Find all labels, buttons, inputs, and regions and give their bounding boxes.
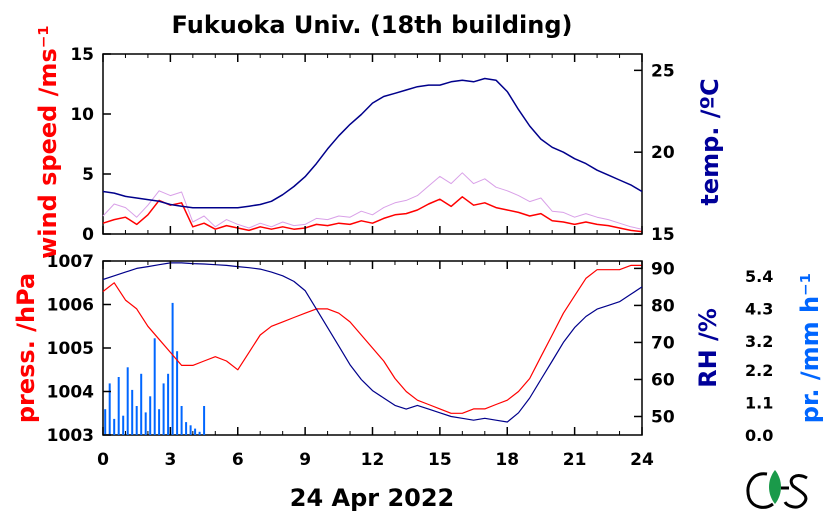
y-tick-label: 1005: [47, 339, 94, 359]
chart-title: Fukuoka Univ. (18th building): [172, 11, 573, 39]
rain-bar: [117, 377, 120, 435]
rain-tick-label: 0.0: [745, 426, 773, 445]
wind-speed-axis-label: wind speed /ms⁻¹: [34, 25, 62, 259]
x-tick-label: 15: [428, 450, 452, 470]
wind_avg-series-line: [102, 196, 643, 233]
y-tick-label: 90: [651, 259, 675, 279]
rain-bar: [113, 418, 116, 435]
y-tick-label: 1007: [47, 252, 94, 272]
x-tick-label: 12: [361, 450, 385, 470]
rain-tick-label: 4.3: [745, 299, 773, 318]
rain-bar: [189, 425, 192, 435]
rain-bar: [185, 422, 188, 435]
rain-bar: [180, 406, 183, 435]
x-tick-label: 6: [232, 450, 244, 470]
rain-tick-label: 5.4: [745, 267, 773, 286]
y-tick-label: 80: [651, 296, 675, 316]
rain-bar: [144, 412, 147, 435]
y-tick-label: 20: [651, 143, 675, 163]
wind_raw-series-line: [102, 172, 643, 230]
x-tick-label: 24: [630, 450, 654, 470]
y-tick-label: 0: [82, 225, 94, 245]
rain-bar: [194, 428, 197, 435]
date-label: 24 Apr 2022: [290, 484, 455, 512]
rain-tick-label: 3.2: [745, 332, 773, 351]
bottom-panel-plot: [102, 262, 643, 435]
y-tick-label: 1003: [47, 426, 94, 446]
y-tick-label: 50: [651, 407, 675, 427]
x-tick-label: 18: [495, 450, 519, 470]
rain-bar: [153, 338, 156, 435]
y-tick-label: 15: [651, 225, 675, 245]
rain-bar: [203, 406, 206, 435]
x-tick-label: 0: [97, 450, 109, 470]
precipitation-axis-label: pr. /mm h⁻¹: [796, 273, 824, 423]
y-tick-label: 1004: [47, 383, 94, 403]
y-tick-label: 25: [651, 61, 675, 81]
rain-bar: [140, 373, 143, 435]
rh-series-line: [102, 262, 643, 423]
y-tick-label: 5: [82, 165, 94, 185]
rain-tick-label: 1.1: [745, 394, 773, 413]
rain-bar: [135, 406, 138, 435]
rain-bar: [167, 373, 170, 435]
rain-bar: [171, 302, 174, 435]
y-tick-label: 1006: [47, 296, 94, 316]
rain-bar: [176, 351, 179, 435]
x-tick-label: 9: [299, 450, 311, 470]
rh-axis-label: RH /%: [694, 308, 722, 388]
rain-bar: [149, 396, 152, 435]
rain-bar: [158, 409, 161, 435]
rain-bar: [198, 431, 201, 435]
y-tick-label: 70: [651, 333, 675, 353]
rain-bar: [126, 367, 129, 435]
top-panel-plot: [102, 77, 643, 233]
temperature-axis-label: temp. /ºC: [696, 78, 724, 205]
axis-ticks: 0 3 6 9 12 15 18 21 24 0 5 10 15 15 20 25 1003 1004 1005 10…: [47, 45, 774, 470]
institution-logo: [746, 470, 808, 509]
rain-bar: [122, 415, 125, 435]
y-tick-label: 60: [651, 370, 675, 390]
rain-bar: [104, 409, 107, 435]
press-series-line: [102, 264, 642, 414]
x-tick-label: 21: [563, 450, 587, 470]
y-tick-label: 15: [70, 45, 94, 65]
rain-bar: [131, 389, 134, 435]
rain-tick-label: 2.2: [745, 361, 773, 380]
y-tick-label: 10: [70, 105, 94, 125]
rain-bar: [108, 383, 111, 435]
rain-bar: [162, 383, 165, 435]
x-tick-label: 3: [164, 450, 176, 470]
pressure-axis-label: press. /hPa: [12, 273, 40, 423]
temp-series-line: [102, 77, 643, 209]
